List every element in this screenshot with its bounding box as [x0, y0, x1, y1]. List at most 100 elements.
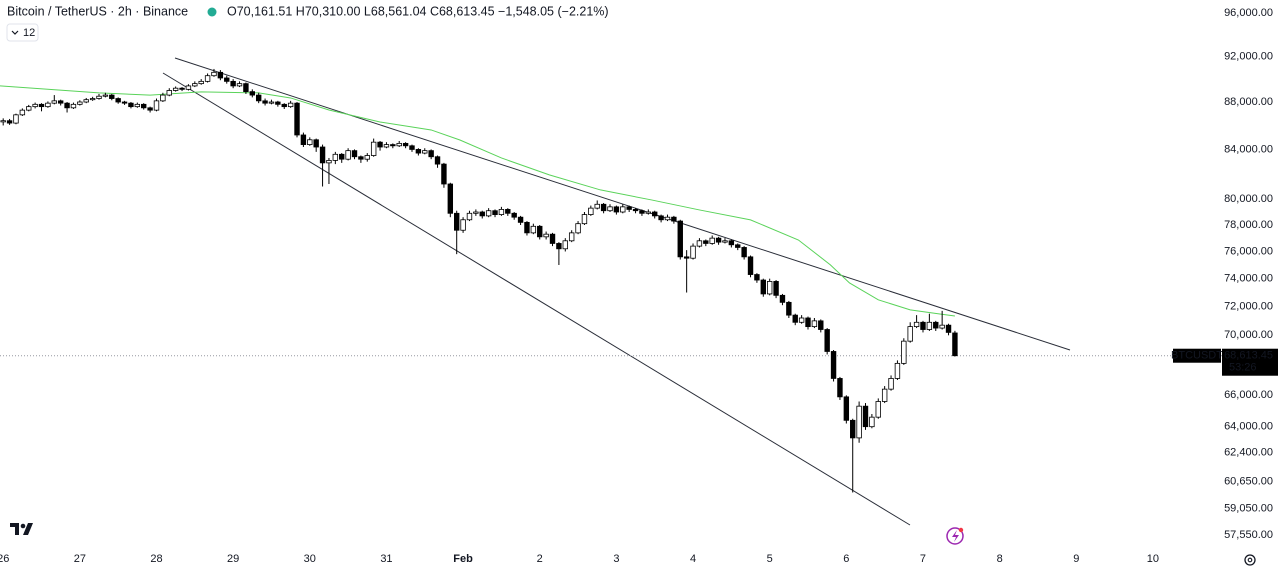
candle-body [530, 225, 537, 234]
candle-body [192, 83, 198, 87]
candle-body [141, 103, 147, 109]
candle-body [664, 216, 671, 221]
candle-body [102, 94, 109, 97]
candle-body [77, 101, 83, 105]
candle-body [620, 206, 626, 213]
candle-body [498, 209, 505, 215]
candle-body [862, 405, 869, 428]
settings-icon[interactable] [1244, 554, 1256, 566]
candle-body [511, 212, 517, 218]
chevron-icon [11, 30, 19, 35]
candle-body [134, 103, 141, 108]
y-tick-label: 66,000.00 [1224, 389, 1273, 401]
x-tick-label: Feb [453, 553, 473, 565]
candle-body [19, 109, 26, 116]
y-tick-label: 96,000.00 [1224, 7, 1273, 19]
candle-body [952, 332, 958, 357]
candle-body [907, 326, 913, 342]
status-dot [207, 7, 217, 17]
candle-body [766, 281, 773, 295]
candle-body [715, 237, 722, 243]
candle-body [326, 160, 332, 164]
candle-body [549, 233, 556, 244]
candle-body [6, 120, 13, 124]
candle-body [786, 301, 792, 316]
candle-body [607, 206, 613, 212]
y-tick-label: 78,000.00 [1224, 219, 1273, 231]
candle-body [153, 100, 160, 111]
candle-body [850, 419, 856, 439]
candle-body [249, 91, 256, 96]
candle-body [313, 139, 319, 148]
x-tick-label: 2 [537, 553, 543, 565]
candle-body [364, 155, 370, 160]
trendline-lower[interactable] [162, 72, 911, 526]
candle-body [562, 240, 568, 250]
candle-body [926, 321, 933, 330]
candle-body [332, 153, 339, 161]
candle-body [89, 98, 96, 101]
candle-body [594, 203, 600, 209]
candle-body [460, 219, 466, 231]
y-tick-label: 84,000.00 [1224, 143, 1273, 155]
candle-body [390, 144, 396, 147]
candle-body [818, 320, 824, 330]
candle-body [70, 103, 77, 109]
candle-body [524, 221, 530, 234]
y-tick-label: 88,000.00 [1224, 96, 1273, 108]
candle-body [677, 220, 683, 258]
candle-body [204, 75, 211, 82]
y-tick-label: 64,000.00 [1224, 421, 1273, 433]
candle-body [824, 329, 830, 352]
candle-body [773, 281, 779, 296]
candle-body [198, 80, 204, 85]
candle-body [600, 203, 607, 212]
y-tick-label: 70,000.00 [1224, 329, 1273, 341]
candle-body [779, 294, 786, 303]
candle-body [722, 240, 728, 243]
x-tick-label: 27 [74, 553, 86, 565]
price-tag-bg [1222, 348, 1278, 376]
candle-body [166, 90, 172, 96]
indicator-toggle[interactable] [6, 23, 39, 42]
candle-body [537, 225, 543, 238]
symbol-tag: BTCUSDT [1171, 350, 1223, 362]
candle-body [351, 150, 358, 158]
candle-body [505, 209, 511, 214]
y-tick-label: 92,000.00 [1224, 51, 1273, 63]
candle-body [933, 321, 939, 329]
alert-icon[interactable] [946, 527, 964, 545]
x-tick-label: 9 [1073, 553, 1079, 565]
trendline-upper[interactable] [174, 57, 1071, 351]
candle-body [901, 340, 907, 364]
candle-body [13, 114, 19, 124]
candle-body [402, 142, 409, 147]
candle-body [517, 216, 524, 223]
candle-body [798, 317, 805, 323]
countdown: 53:26 [1229, 362, 1257, 374]
candle-body [396, 142, 402, 147]
candle-body [262, 100, 268, 104]
tv-logo[interactable] [10, 523, 33, 535]
candle-body [671, 216, 677, 222]
candle-body [690, 245, 696, 259]
candle-body [473, 211, 479, 214]
candle-body [38, 103, 45, 108]
candle-body [160, 94, 166, 102]
candle-body [945, 324, 952, 333]
x-tick-label: 6 [843, 553, 849, 565]
candle-body [377, 141, 383, 148]
candle-body [709, 237, 715, 244]
x-tick-label: 29 [227, 553, 239, 565]
candle-body [32, 103, 38, 108]
price-tag: 68,613.45 [1224, 350, 1273, 362]
candle-body [51, 100, 57, 104]
candle-body [652, 211, 658, 217]
x-tick-label: 4 [690, 553, 696, 565]
candle-body [172, 87, 179, 91]
candle-body [856, 405, 862, 439]
x-tick-label: 10 [1147, 553, 1159, 565]
chart-title: Bitcoin / TetherUS · 2h · Binance [7, 4, 188, 18]
candle-body [466, 212, 473, 221]
